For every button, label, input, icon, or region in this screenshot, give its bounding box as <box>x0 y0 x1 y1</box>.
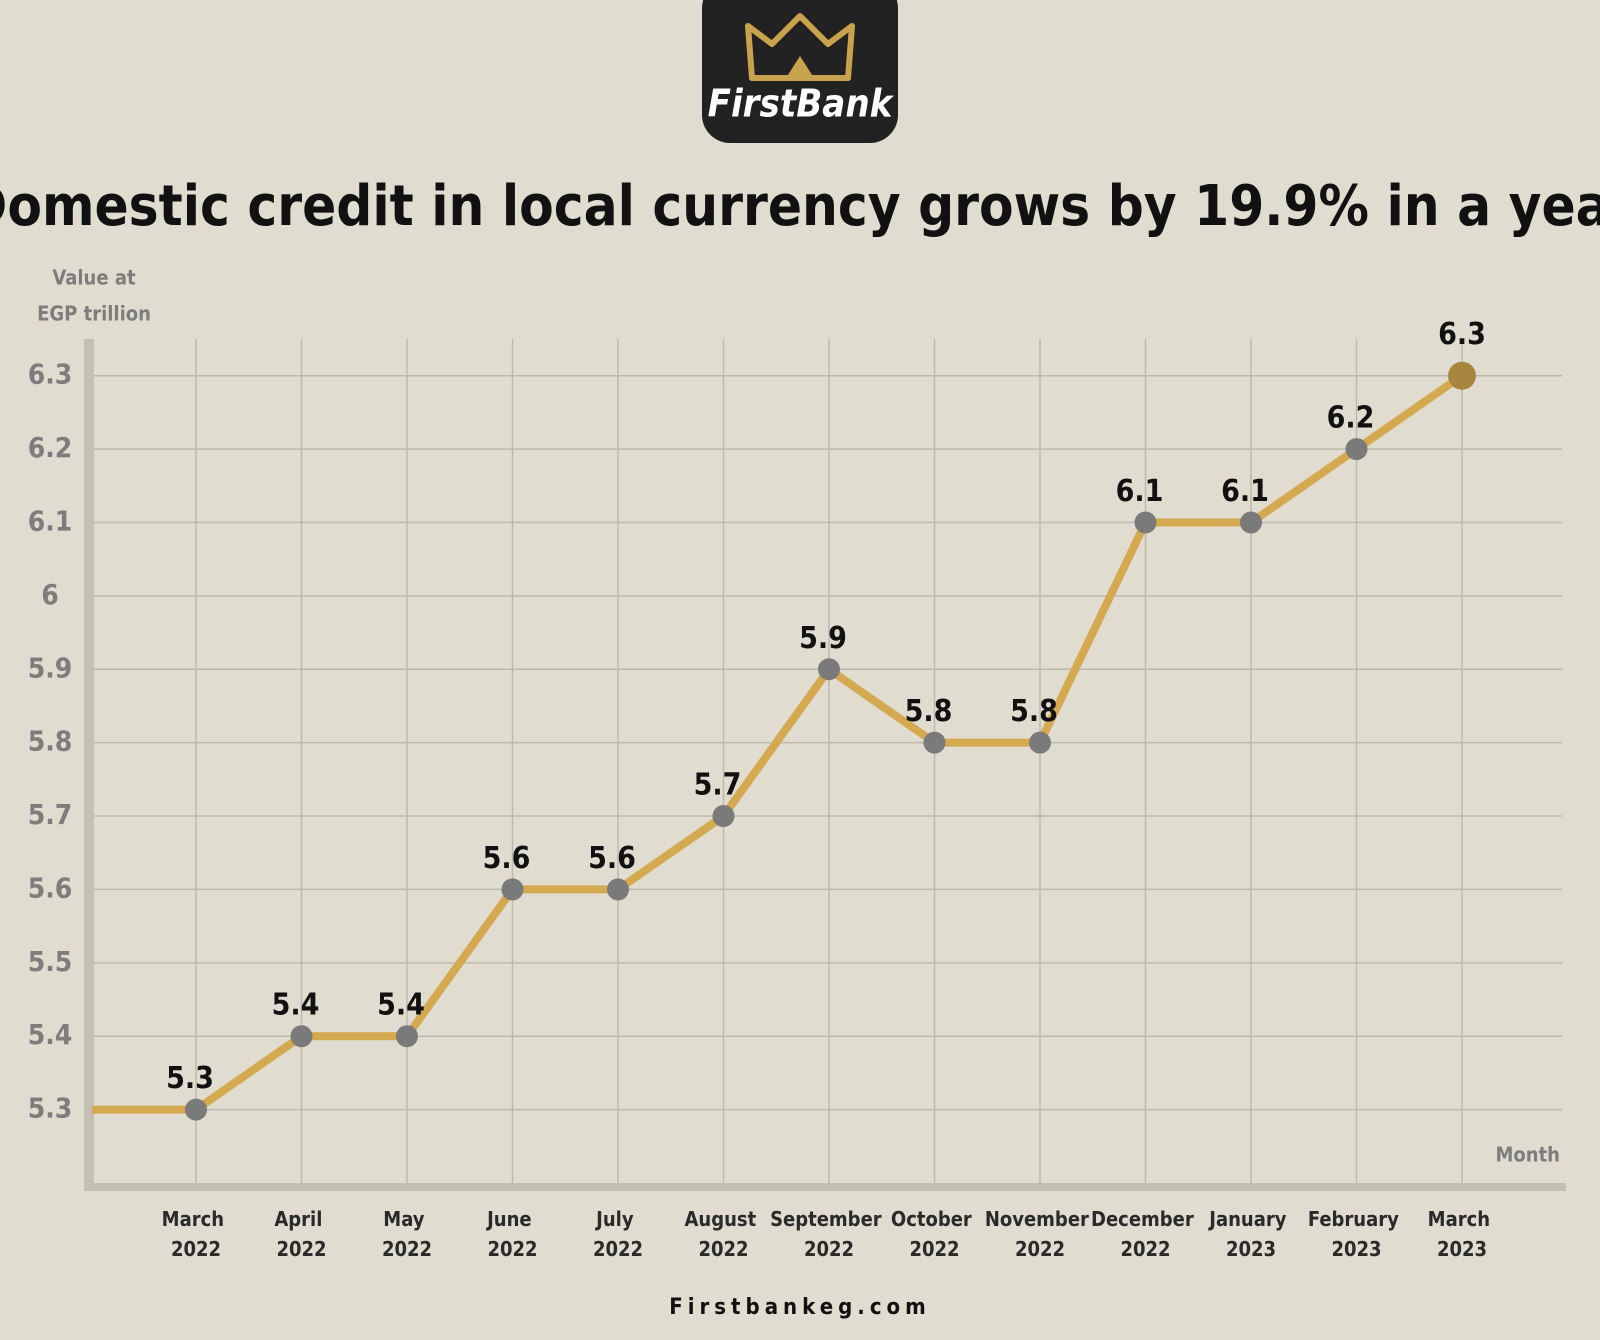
x-tick-label: April 2022 <box>274 1207 328 1261</box>
x-tick-line: 2023 <box>1437 1237 1487 1261</box>
y-tick-label: 5.3 <box>28 1092 73 1125</box>
x-tick-label: December 2022 <box>1091 1207 1200 1261</box>
logo-arrow <box>786 56 814 78</box>
data-label: 5.3 <box>166 1061 214 1096</box>
y-tick-label: 6.3 <box>28 358 73 391</box>
x-tick-line: 2022 <box>698 1237 748 1261</box>
x-tick-label: November 2022 <box>985 1207 1095 1261</box>
data-point <box>1448 361 1476 390</box>
data-point <box>1134 511 1157 534</box>
data-label: 5.4 <box>377 988 425 1023</box>
x-tick-line: 2022 <box>487 1237 537 1261</box>
footer: Firstbankeg.com <box>669 1295 931 1320</box>
y-tick-label: 6 <box>41 578 59 611</box>
x-tick-label: March 2022 <box>162 1207 231 1261</box>
logo-text: FirstBank <box>708 82 895 126</box>
data-label: 5.7 <box>694 768 742 803</box>
data-point <box>290 1025 313 1048</box>
x-tick-label: June 2022 <box>486 1207 538 1261</box>
x-axis-label: Month <box>1495 1143 1560 1167</box>
y-tick-label: 5.6 <box>28 871 73 904</box>
data-label: 5.8 <box>1010 694 1058 729</box>
y-tick-label: 5.8 <box>28 725 73 758</box>
x-tick-line: 2023 <box>1331 1237 1381 1261</box>
data-label: 5.9 <box>799 621 847 656</box>
x-tick-line: 2022 <box>276 1237 326 1261</box>
x-tick-line: 2022 <box>1015 1237 1065 1261</box>
x-tick-line: June <box>486 1207 538 1231</box>
x-tick-line: December <box>1091 1207 1200 1231</box>
data-point <box>712 805 735 828</box>
data-point <box>607 878 629 901</box>
y-axis-label: EGP trillion <box>37 302 151 326</box>
chart-title: Domestic credit in local currency grows … <box>0 174 1600 239</box>
x-tick-label: August 2022 <box>684 1207 762 1261</box>
x-tick-line: February <box>1308 1207 1405 1231</box>
x-tick-line: 2022 <box>171 1237 221 1261</box>
x-tick-label: February 2023 <box>1308 1207 1405 1261</box>
y-axis <box>84 339 94 1191</box>
x-tick-line: August <box>684 1207 762 1231</box>
x-tick-line: 2022 <box>1120 1237 1170 1261</box>
x-tick-line: January <box>1208 1207 1292 1231</box>
x-tick-line: 2022 <box>593 1237 643 1261</box>
data-label: 5.4 <box>272 988 320 1023</box>
data-point <box>1345 438 1368 461</box>
x-tick-label: March 2023 <box>1428 1207 1497 1261</box>
data-point <box>396 1025 418 1048</box>
x-tick-line: March <box>1428 1207 1497 1231</box>
data-label: 5.6 <box>483 841 531 876</box>
x-tick-line: April <box>274 1207 328 1231</box>
x-tick-line: May <box>383 1207 430 1231</box>
x-tick-label: May 2022 <box>382 1207 432 1261</box>
data-point <box>501 878 524 901</box>
x-tick-line: 2022 <box>382 1237 432 1261</box>
y-tick-label: 5.9 <box>28 651 73 684</box>
data-label: 6.1 <box>1116 474 1164 509</box>
x-tick-line: October <box>891 1207 978 1231</box>
x-tick-label: July 2022 <box>593 1207 643 1261</box>
y-tick-label: 6.1 <box>28 504 73 537</box>
x-tick-line: 2023 <box>1226 1237 1276 1261</box>
x-tick-line: 2022 <box>804 1237 854 1261</box>
x-axis <box>84 1183 1566 1191</box>
data-label: 5.8 <box>905 694 953 729</box>
x-tick-line: March <box>162 1207 231 1231</box>
x-tick-label: October 2022 <box>891 1207 978 1261</box>
x-tick-line: July <box>595 1207 640 1231</box>
x-tick-line: September <box>770 1207 888 1231</box>
logo-crown <box>745 13 855 81</box>
data-label: 5.6 <box>588 841 636 876</box>
y-axis-label: Value at <box>52 266 136 290</box>
data-point <box>1240 511 1262 534</box>
data-point <box>818 658 840 681</box>
data-label: 6.1 <box>1221 474 1269 509</box>
x-tick-line: 2022 <box>909 1237 959 1261</box>
data-point <box>923 731 946 754</box>
y-tick-label: 5.4 <box>28 1018 73 1051</box>
x-tick-label: January 2023 <box>1208 1207 1292 1261</box>
y-tick-label: 5.5 <box>28 945 73 978</box>
data-label: 6.2 <box>1327 401 1375 436</box>
data-label: 6.3 <box>1438 317 1486 352</box>
data-point <box>185 1098 207 1121</box>
y-tick-label: 6.2 <box>28 431 73 464</box>
y-tick-label: 5.7 <box>28 798 73 831</box>
x-tick-line: November <box>985 1207 1095 1231</box>
data-point <box>1029 731 1051 754</box>
x-tick-label: September 2022 <box>770 1207 888 1261</box>
